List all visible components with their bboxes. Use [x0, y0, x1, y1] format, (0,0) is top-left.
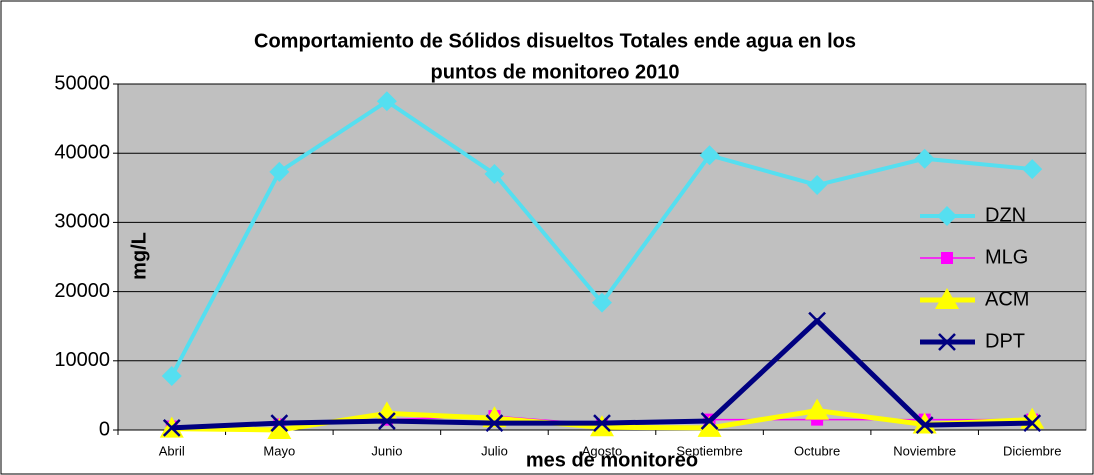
- legend-label: MLG: [985, 246, 1028, 268]
- marker: [1023, 414, 1042, 432]
- chart-title: puntos de monitoreo 2010: [431, 61, 680, 83]
- legend-label: DZN: [985, 204, 1026, 226]
- y-tick-label: 20000: [54, 280, 110, 302]
- marker: [805, 398, 830, 420]
- marker: [697, 415, 722, 437]
- marker: [269, 161, 290, 182]
- marker: [938, 333, 956, 351]
- x-tick-label: Septiembre: [676, 443, 742, 458]
- x-tick-label: Octubre: [794, 443, 840, 458]
- marker: [376, 91, 397, 112]
- x-tick-label: Noviembre: [893, 443, 956, 458]
- marker: [592, 292, 612, 313]
- x-tick-label: Abril: [159, 443, 185, 458]
- y-tick-label: 40000: [54, 141, 110, 163]
- x-tick-label: Junio: [371, 443, 402, 458]
- y-tick-label: 10000: [54, 349, 110, 371]
- marker: [808, 311, 826, 330]
- x-tick-label: Mayo: [263, 443, 295, 458]
- x-tick-label: Diciembre: [1003, 443, 1062, 458]
- chart-title: Comportamiento de Sólidos disueltos Tota…: [254, 30, 856, 52]
- y-axis-label: mg/L: [128, 232, 150, 280]
- y-tick-label: 50000: [54, 72, 110, 94]
- plot-area: [117, 83, 1087, 431]
- y-tick-label: 0: [99, 418, 110, 440]
- marker: [590, 415, 614, 437]
- marker: [374, 401, 399, 423]
- x-tick-label: Agosto: [582, 443, 622, 458]
- marker: [937, 206, 957, 226]
- legend-label: ACM: [985, 288, 1029, 310]
- marker: [484, 163, 505, 184]
- legend-label: DPT: [985, 330, 1025, 352]
- marker: [700, 412, 719, 430]
- marker: [699, 145, 720, 166]
- marker: [267, 418, 292, 439]
- marker: [593, 414, 611, 432]
- x-tick-label: Julio: [481, 443, 508, 458]
- marker: [941, 252, 953, 264]
- marker: [1022, 159, 1043, 180]
- marker: [914, 148, 935, 169]
- marker: [807, 175, 828, 196]
- marker: [935, 288, 959, 309]
- x-axis-label: mes de monitoreo: [526, 449, 698, 471]
- marker: [378, 412, 396, 430]
- marker: [270, 414, 289, 432]
- y-tick-label: 30000: [54, 211, 110, 233]
- marker: [162, 419, 181, 437]
- marker: [485, 414, 504, 432]
- marker: [915, 416, 934, 435]
- marker: [161, 366, 182, 387]
